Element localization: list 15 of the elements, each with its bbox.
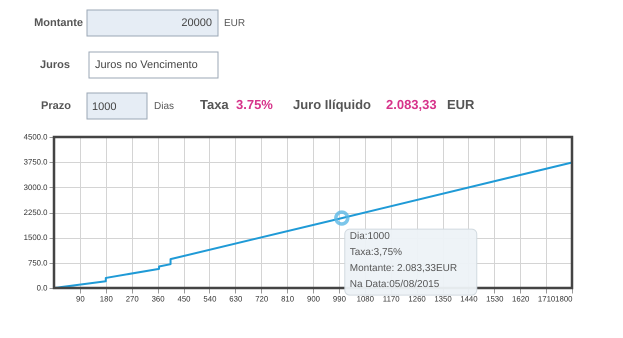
text: Juro Ilíquido (293, 97, 372, 112)
text: 3.75% (236, 97, 274, 112)
text: Juros (40, 59, 70, 71)
text: Juros no Vencimento (95, 59, 198, 71)
text: Prazo (41, 100, 72, 112)
text: EUR (224, 18, 246, 29)
text: 1000 (92, 101, 116, 113)
text: EUR (447, 97, 476, 112)
text: Dias (154, 101, 174, 112)
text: 2.083,33 (386, 97, 437, 112)
annotation: Dia:1000 Taxa:3,75% Montante: 2.083,33EUR Na Data:05/08/2015 (350, 231, 458, 290)
text: 20000 (181, 17, 212, 29)
text: Montante (34, 17, 83, 29)
line-series (53, 162, 573, 289)
text: Taxa (200, 97, 230, 112)
